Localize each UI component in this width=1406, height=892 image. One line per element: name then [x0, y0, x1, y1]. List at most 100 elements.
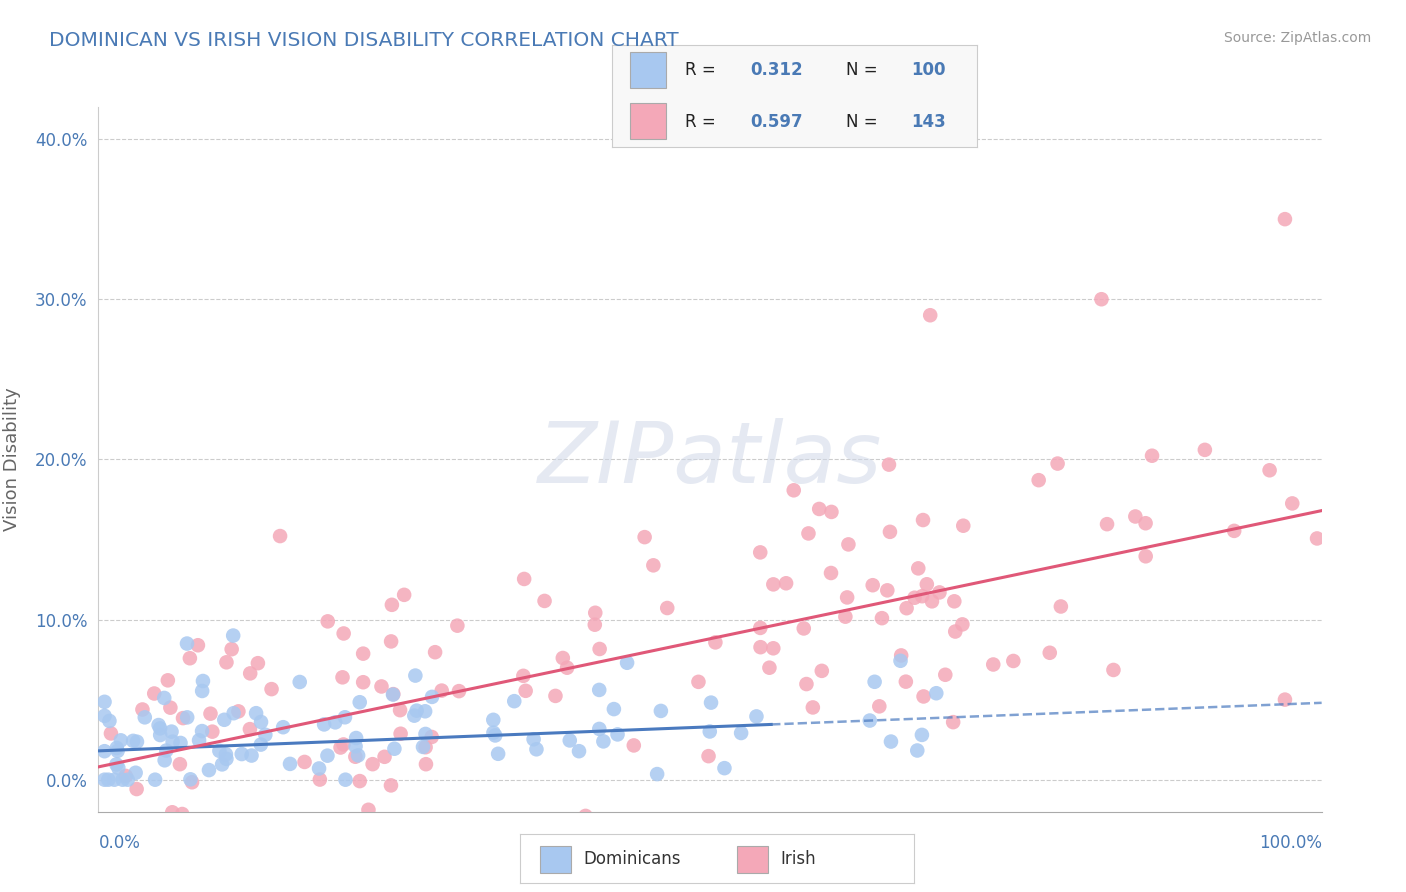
Point — [796, 677, 818, 691]
Point — [239, 722, 262, 736]
Point — [191, 673, 214, 688]
Point — [934, 667, 956, 681]
Point — [876, 583, 898, 598]
Point — [380, 634, 402, 648]
Point — [801, 700, 824, 714]
Point — [952, 518, 974, 533]
Point — [239, 666, 262, 681]
Point — [357, 803, 380, 817]
Point — [352, 647, 374, 661]
Point — [793, 622, 815, 636]
Point — [143, 772, 166, 787]
Point — [588, 682, 610, 697]
Point — [176, 710, 198, 724]
Point — [415, 740, 437, 755]
Point — [222, 706, 245, 721]
Text: Source: ZipAtlas.com: Source: ZipAtlas.com — [1223, 31, 1371, 45]
Point — [187, 638, 209, 652]
Point — [200, 706, 222, 721]
Point — [344, 739, 367, 754]
Point — [912, 690, 935, 704]
Point — [148, 718, 170, 732]
Point — [105, 741, 128, 756]
Point — [870, 611, 893, 625]
Point — [308, 762, 330, 776]
Point — [352, 675, 374, 690]
Point — [160, 724, 183, 739]
Point — [415, 757, 437, 772]
Point — [1274, 692, 1296, 706]
Point — [783, 483, 806, 498]
Point — [316, 615, 339, 629]
Point — [880, 734, 903, 748]
Point — [616, 656, 638, 670]
Point — [928, 585, 950, 599]
Point — [645, 767, 668, 781]
Point — [288, 675, 311, 690]
Point — [657, 601, 679, 615]
Point — [420, 730, 443, 744]
Point — [526, 742, 548, 756]
Point — [179, 772, 201, 787]
Point — [201, 724, 224, 739]
Point — [1135, 549, 1157, 564]
Point — [1090, 292, 1112, 306]
Point — [834, 609, 856, 624]
Point — [314, 717, 336, 731]
Point — [482, 725, 505, 739]
Point — [1135, 516, 1157, 531]
Point — [820, 505, 842, 519]
Point — [544, 689, 567, 703]
Point — [879, 524, 901, 539]
Point — [486, 747, 509, 761]
Point — [1281, 496, 1303, 510]
Point — [162, 734, 184, 748]
Point — [404, 668, 426, 682]
Point — [981, 657, 1004, 672]
Point — [1046, 457, 1069, 471]
Point — [903, 591, 925, 605]
Point — [420, 690, 443, 704]
Point — [215, 655, 238, 669]
Point — [606, 727, 628, 741]
Point — [329, 740, 352, 755]
Point — [181, 814, 204, 828]
Point — [111, 772, 134, 787]
Point — [93, 744, 115, 758]
Point — [114, 769, 136, 783]
Bar — [630, 52, 666, 87]
Point — [374, 749, 396, 764]
Point — [389, 727, 412, 741]
Point — [172, 711, 194, 725]
Point — [446, 618, 468, 632]
Point — [110, 733, 132, 747]
Point — [603, 702, 626, 716]
Point — [583, 606, 606, 620]
Point — [1102, 663, 1125, 677]
Point — [181, 775, 204, 789]
Point — [889, 654, 911, 668]
Point — [332, 626, 354, 640]
Point — [105, 757, 128, 772]
Point — [155, 743, 177, 757]
Point — [1123, 509, 1146, 524]
Point — [149, 722, 172, 736]
Point — [568, 744, 591, 758]
Point — [430, 683, 453, 698]
Point — [434, 822, 457, 837]
Point — [156, 673, 179, 688]
Point — [1258, 463, 1281, 477]
Point — [623, 739, 645, 753]
Point — [169, 736, 191, 750]
Point — [1095, 517, 1118, 532]
Bar — [540, 847, 571, 873]
Point — [762, 577, 785, 591]
Point — [758, 661, 780, 675]
Point — [558, 733, 581, 747]
Point — [921, 594, 943, 608]
Point — [179, 651, 201, 665]
Point — [551, 651, 574, 665]
Bar — [630, 103, 666, 139]
Point — [107, 761, 129, 775]
Point — [392, 588, 415, 602]
